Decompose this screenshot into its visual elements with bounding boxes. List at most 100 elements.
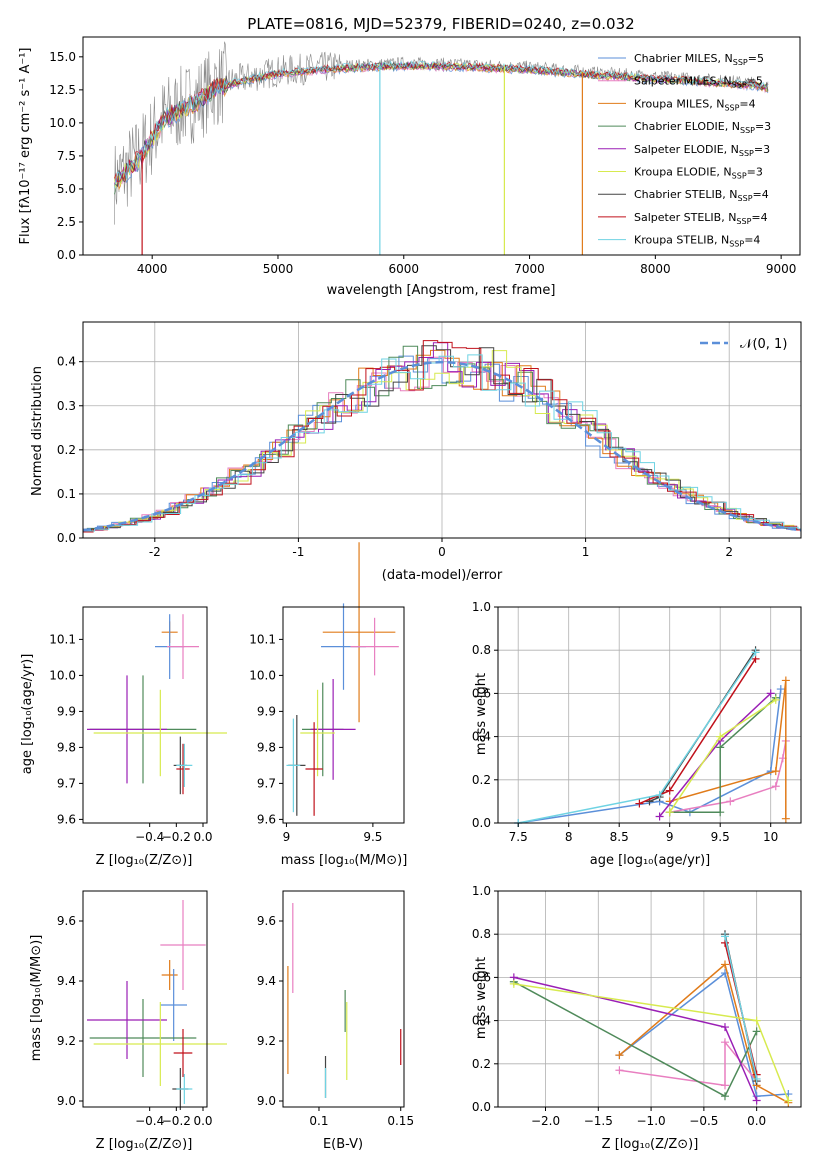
legend-label: Salpeter MILES, NSSP=5 — [634, 75, 763, 90]
x-tick-label: 8 — [565, 830, 573, 844]
y-tick-label: 9.6 — [57, 914, 76, 928]
x-tick-label: 0.0 — [747, 1114, 766, 1128]
y-tick-label: 9.6 — [57, 812, 76, 826]
y-tick-label: 0.8 — [472, 643, 491, 657]
x-tick-label: 2 — [725, 545, 733, 559]
mass-weight-line — [724, 936, 758, 1080]
mass-weight-marker — [776, 685, 785, 694]
y-tick-label: 0.0 — [57, 531, 76, 545]
mass-weight-marker — [781, 676, 790, 685]
normal-legend-label: 𝒩(0, 1) — [740, 337, 787, 352]
mass-weight-marker — [752, 1027, 761, 1036]
axes-frame — [82, 890, 208, 1108]
axes-frame — [82, 606, 208, 824]
mass-weight-marker — [781, 814, 790, 823]
mass-weight-marker — [635, 799, 644, 808]
y-tick-label: 0.0 — [57, 248, 76, 262]
legend-label: Salpeter ELODIE, NSSP=3 — [634, 143, 770, 158]
mass-weight-marker — [771, 782, 780, 791]
y-tick-label: 0.6 — [472, 970, 491, 984]
x-tick-label: −0.4 — [135, 830, 164, 844]
mass-weight-marker — [751, 648, 760, 657]
y-tick-label: 10.1 — [249, 632, 276, 646]
x-tick-label: 9000 — [766, 262, 797, 276]
mass-z-ylabel: mass [log₁₀(M/M⊙)] — [29, 935, 44, 1062]
mass-weight-line — [618, 963, 789, 1104]
mass-weight-marker — [771, 695, 780, 704]
axes-frame — [282, 606, 405, 824]
y-tick-label: 0.4 — [472, 1014, 491, 1028]
mass-weight-marker — [615, 1066, 624, 1075]
x-tick-label: 9.5 — [363, 830, 382, 844]
x-tick-label: 7000 — [514, 262, 545, 276]
x-tick-label: 9 — [666, 830, 674, 844]
mw-age-xlabel: age [log₁₀(age/yr)] — [590, 853, 711, 868]
mass-weight-marker — [665, 786, 674, 795]
age-mass-xlabel: mass [log₁₀(M/M⊙)] — [281, 853, 408, 868]
y-tick-label: 9.4 — [57, 974, 76, 988]
x-tick-label: 0.0 — [193, 830, 212, 844]
axes-frame — [282, 890, 405, 1108]
mass-weight-vs-metallicity-panel: −2.0 −1.5 −1.0 −0.5 0.0 0.0 0.2 0.4 0.6 0.8 1.0 — [472, 884, 802, 1128]
axes-frame — [497, 890, 802, 1108]
x-tick-label: −1.0 — [637, 1114, 666, 1128]
mass-weight-marker — [720, 932, 729, 941]
y-tick-label: 10.0 — [49, 116, 76, 130]
histogram-xlabel: (data-model)/error — [382, 568, 503, 583]
x-tick-label: 5000 — [263, 262, 294, 276]
mass-weight-marker — [784, 1096, 793, 1105]
y-tick-label: 10.1 — [49, 632, 76, 646]
legend-label: Kroupa MILES, NSSP=4 — [634, 97, 756, 112]
x-tick-label: 4000 — [137, 262, 168, 276]
mass-weight-vs-age-panel: 7.5 8 8.5 9 9.5 10 0.0 0.2 0.4 0.6 0.8 1.0 — [472, 600, 802, 844]
mw-z-xlabel: Z [log₁₀(Z/Z⊙)] — [602, 1137, 699, 1152]
y-tick-label: 9.6 — [257, 914, 276, 928]
x-tick-label: −0.4 — [135, 1114, 164, 1128]
legend-label: Chabrier STELIB, NSSP=4 — [634, 188, 769, 203]
y-tick-label: 9.8 — [257, 740, 276, 754]
y-tick-label: 9.4 — [257, 974, 276, 988]
x-tick-label: 8000 — [640, 262, 671, 276]
y-tick-label: 9.9 — [57, 704, 76, 718]
mass-ebv-xlabel: E(B-V) — [323, 1137, 363, 1152]
spectrum-xlabel: wavelength [Angstrom, rest frame] — [327, 283, 556, 298]
figure-title: PLATE=0816, MJD=52379, FIBERID=0240, z=0… — [247, 15, 634, 33]
x-tick-label: −0.2 — [162, 1114, 191, 1128]
legend-label: Kroupa STELIB, NSSP=4 — [634, 234, 760, 249]
y-tick-label: 9.0 — [57, 1094, 76, 1108]
y-tick-label: 9.7 — [57, 776, 76, 790]
x-tick-label: −2.0 — [531, 1114, 560, 1128]
y-tick-label: 2.5 — [57, 215, 76, 229]
mass-weight-marker — [720, 1081, 729, 1090]
x-tick-label: 6000 — [388, 262, 419, 276]
x-tick-label: 0.0 — [193, 1114, 212, 1128]
y-tick-label: 10.0 — [49, 668, 76, 682]
y-tick-label: 9.8 — [57, 740, 76, 754]
y-tick-label: 0.8 — [472, 927, 491, 941]
mass-weight-line — [619, 1040, 758, 1087]
y-tick-label: 9.0 — [257, 1094, 276, 1108]
mass-weight-marker — [771, 767, 780, 776]
x-tick-label: 10 — [763, 830, 778, 844]
axes-frame — [82, 36, 801, 256]
y-tick-label: 1.0 — [472, 884, 491, 898]
mw-age-ylabel: mass weight — [474, 673, 489, 755]
y-tick-label: 7.5 — [57, 149, 76, 163]
y-tick-label: 0.4 — [57, 355, 76, 369]
y-tick-label: 15.0 — [49, 50, 76, 64]
residual-histogram-panel: -2 -1 0 1 2 0.0 0.1 0.2 0.3 0.4 — [57, 321, 802, 559]
y-tick-label: 0.3 — [57, 399, 76, 413]
mass-weight-marker — [752, 1096, 761, 1105]
mass-vs-metallicity-panel: −0.4−0.2 0.0 9.0 9.2 9.4 9.6 — [57, 890, 227, 1128]
y-tick-label: 9.9 — [257, 704, 276, 718]
legend-label: Salpeter STELIB, NSSP=4 — [634, 211, 768, 226]
x-tick-label: 9.5 — [711, 830, 730, 844]
mass-weight-marker — [615, 1051, 624, 1060]
residual-histogram — [83, 350, 801, 532]
y-tick-label: 12.5 — [49, 83, 76, 97]
y-tick-label: 0.4 — [472, 730, 491, 744]
model-spectrum — [114, 59, 769, 189]
x-tick-label: 7.5 — [509, 830, 528, 844]
y-tick-label: 0.6 — [472, 686, 491, 700]
